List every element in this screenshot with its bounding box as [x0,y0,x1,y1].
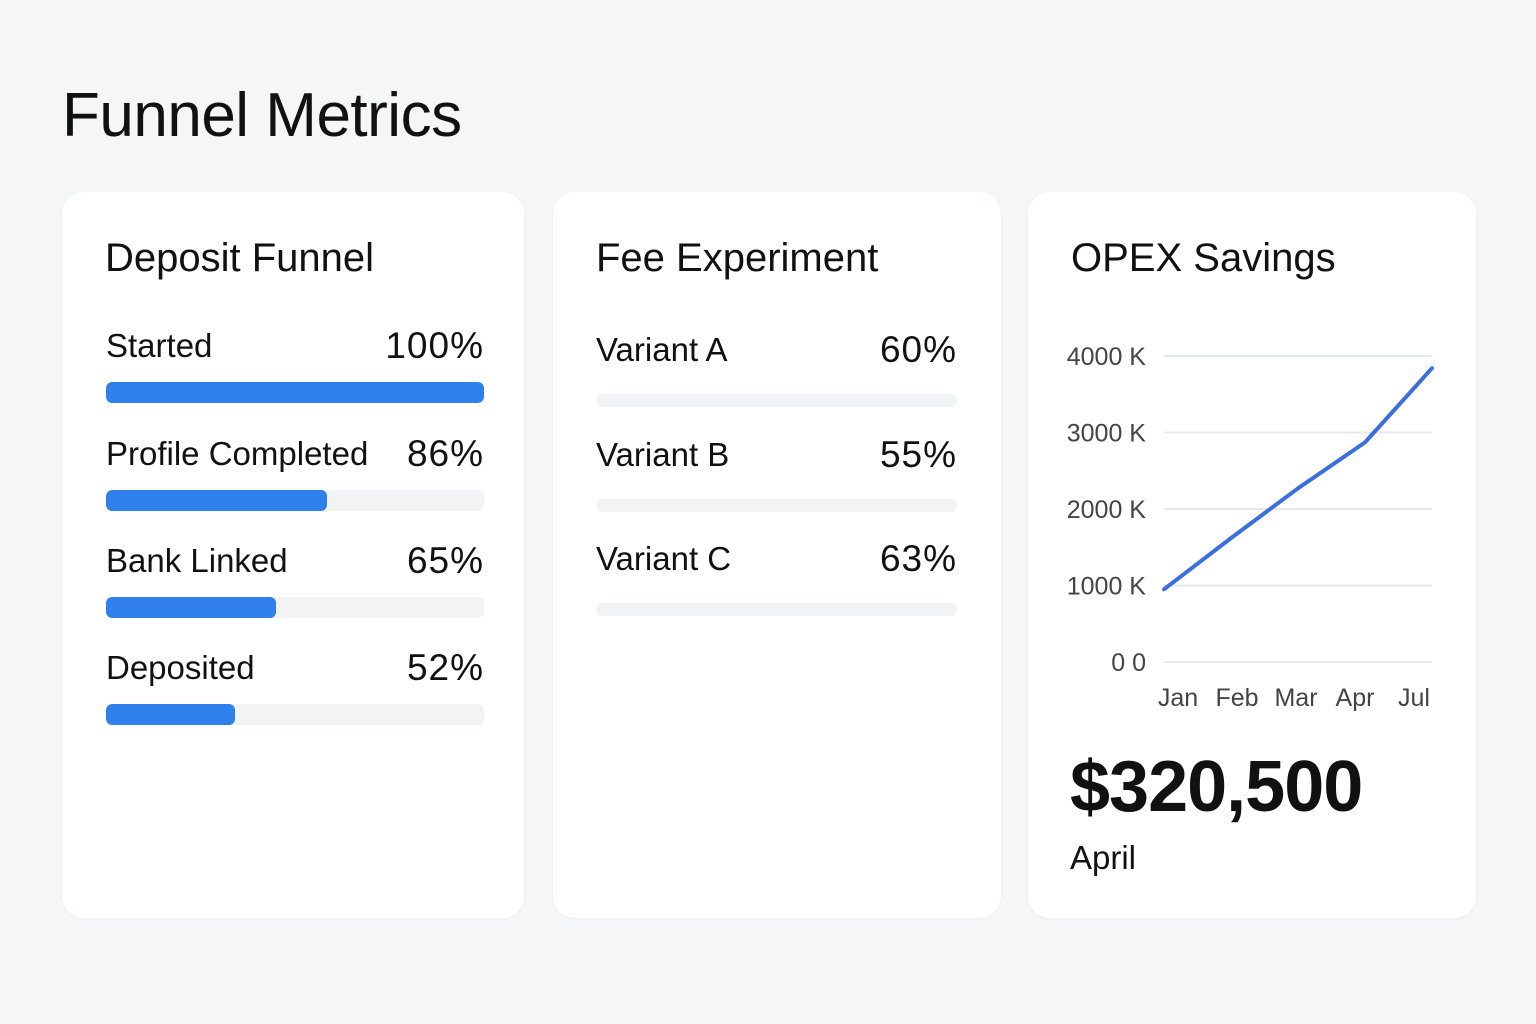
fee-experiment-card: Fee Experiment Variant A 60% Variant B 5… [553,192,1001,918]
funnel-step-profile-completed: Profile Completed 86% [106,433,484,511]
progress-track [106,704,484,725]
variant-track [596,394,957,407]
series-line [1162,366,1434,592]
progress-track [106,382,484,403]
deposit-funnel-title: Deposit Funnel [105,236,375,280]
funnel-step-value: 100% [385,325,484,366]
page-title: Funnel Metrics [62,81,462,150]
funnel-step-label: Profile Completed [106,435,369,472]
variant-c: Variant C 63% [596,538,957,616]
progress-track [106,597,484,618]
variant-b: Variant B 55% [596,434,957,512]
variant-label: Variant C [596,540,732,577]
y-tick-label: 0 0 [1111,649,1146,677]
x-tick-label: Feb [1215,684,1258,712]
funnel-step-deposited: Deposited 52% [106,647,484,725]
variant-a: Variant A 60% [596,329,957,407]
funnel-step-bank-linked: Bank Linked 65% [106,540,484,618]
variant-track [596,603,957,616]
variant-value: 60% [879,329,957,370]
funnel-step-label: Bank Linked [106,542,288,579]
opex-savings-amount: $320,500 [1070,747,1363,827]
x-tick-label: Apr [1336,684,1375,712]
y-tick-label: 3000 K [1067,420,1147,448]
funnel-step-label: Started [106,327,213,364]
variant-label: Variant B [596,436,730,473]
opex-line-chart: 0 0 1000 K 2000 K 3000 K 4000 K Jan Feb Mar Apr J… [1067,343,1434,712]
fee-experiment-title: Fee Experiment [596,236,879,280]
deposit-funnel-card: Deposit Funnel Started 100% Profile Comp… [62,192,524,918]
variant-track [596,499,957,512]
y-tick-label: 4000 K [1067,343,1147,371]
x-tick-label: Jan [1158,684,1198,712]
opex-savings-card: OPEX Savings 0 0 1000 K 2000 K 3000 K 4000 K… [1028,192,1476,918]
x-tick-label: Mar [1274,684,1317,712]
funnel-step-started: Started 100% [106,325,484,403]
funnel-step-value: 65% [406,540,484,581]
variant-value: 55% [879,434,957,475]
variant-value: 63% [879,538,957,579]
y-tick-label: 1000 K [1067,573,1147,601]
opex-savings-title: OPEX Savings [1071,236,1336,280]
progress-track [106,490,484,511]
x-tick-label: Jul [1398,684,1430,712]
progress-fill [106,382,484,403]
funnel-step-value: 52% [406,647,484,688]
opex-savings-period: April [1070,839,1137,876]
y-tick-label: 2000 K [1067,496,1147,524]
progress-fill [106,704,235,725]
funnel-step-label: Deposited [106,649,255,686]
funnel-step-value: 86% [406,433,484,474]
variant-label: Variant A [596,331,728,368]
progress-fill [106,597,277,618]
progress-fill [106,490,328,511]
